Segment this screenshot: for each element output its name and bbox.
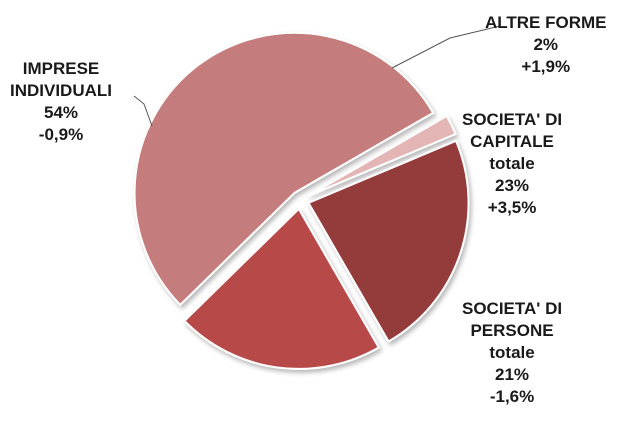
leader-line-imprese-individuali — [133, 95, 153, 127]
pie-slice-societa-di-capitale — [307, 139, 470, 343]
label-capitale-line3: totale — [489, 154, 535, 173]
leader-line-altre-forme — [391, 25, 501, 69]
label-capitale-percent: 23% — [495, 176, 530, 195]
label-capitale-line1: SOCIETA' DI — [462, 110, 563, 129]
label-persone-line3: totale — [489, 343, 535, 362]
label-imprese-change: -0,9% — [38, 125, 84, 144]
label-imprese-individuali: IMPRESE INDIVIDUALI 54% -0,9% — [10, 58, 112, 146]
label-persone-change: -1,6% — [489, 387, 535, 406]
label-imprese-line2: INDIVIDUALI — [10, 81, 112, 100]
label-persone-line1: SOCIETA' DI — [462, 299, 563, 318]
label-altre-forme-change: +1,9% — [521, 57, 571, 76]
label-persone-percent: 21% — [495, 365, 530, 384]
label-capitale-line2: CAPITALE — [470, 132, 554, 151]
label-capitale-change: +3,5% — [487, 198, 537, 217]
label-societa-di-persone: SOCIETA' DI PERSONE totale 21% -1,6% — [462, 298, 562, 408]
label-altre-forme: ALTRE FORME 2% +1,9% — [485, 12, 607, 78]
label-altre-forme-percent: 2% — [533, 35, 559, 54]
label-persone-line2: PERSONE — [470, 321, 554, 340]
pie-slice-altre-forme — [307, 114, 457, 197]
label-societa-di-capitale: SOCIETA' DI CAPITALE totale 23% +3,5% — [462, 109, 562, 219]
label-imprese-percent: 54% — [43, 103, 79, 122]
pie-slice-societa-di-persone — [183, 207, 381, 370]
label-imprese-line1: IMPRESE — [22, 59, 100, 78]
pie-slice-imprese-individuali — [133, 31, 435, 307]
label-altre-forme-name: ALTRE FORME — [485, 13, 607, 32]
